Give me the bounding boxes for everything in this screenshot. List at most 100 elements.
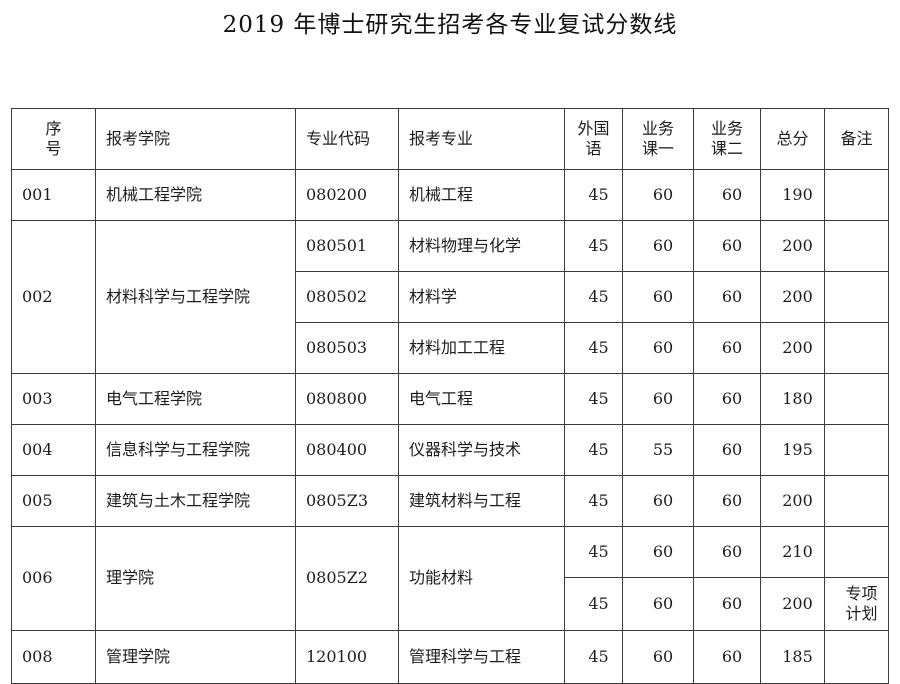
column-header-course-two: 业务 课二 <box>693 108 761 170</box>
cell-code: 080200 <box>295 169 399 221</box>
cell-course-one: 60 <box>622 475 694 527</box>
cell-course-one: 60 <box>622 322 694 374</box>
cell-course-one: 60 <box>622 630 694 684</box>
cell-college: 理学院 <box>95 526 296 631</box>
cell-foreign-language: 45 <box>564 169 623 221</box>
cell-total: 200 <box>760 577 825 631</box>
cell-course-two: 60 <box>693 577 761 631</box>
column-header-remark: 备注 <box>824 108 889 170</box>
cell-code: 080503 <box>295 322 399 374</box>
cell-course-one: 55 <box>622 424 694 476</box>
table-row: 005 建筑与土木工程学院 0805Z3 建筑材料与工程 45 60 60 20… <box>11 475 889 527</box>
cell-major: 材料物理与化学 <box>398 220 565 272</box>
cell-seq: 004 <box>11 424 96 476</box>
cell-major: 电气工程 <box>398 373 565 425</box>
cell-major: 仪器科学与技术 <box>398 424 565 476</box>
column-header-seq-label: 序 号 <box>45 119 62 158</box>
cell-total: 200 <box>760 271 825 323</box>
cell-college: 建筑与土木工程学院 <box>95 475 296 527</box>
column-header-course-one: 业务 课一 <box>622 108 694 170</box>
cell-seq: 003 <box>11 373 96 425</box>
cell-college: 管理学院 <box>95 630 296 684</box>
cell-major: 管理科学与工程 <box>398 630 565 684</box>
cell-total: 185 <box>760 630 825 684</box>
cell-course-one: 60 <box>622 220 694 272</box>
cell-remark <box>824 526 889 578</box>
cell-remark <box>824 630 889 684</box>
cell-remark <box>824 271 889 323</box>
cell-foreign-language: 45 <box>564 322 623 374</box>
cell-remark <box>824 322 889 374</box>
cell-total: 200 <box>760 220 825 272</box>
cell-course-one: 60 <box>622 271 694 323</box>
cell-code: 080501 <box>295 220 399 272</box>
cell-college: 材料科学与工程学院 <box>95 220 296 374</box>
cell-seq: 006 <box>11 526 96 631</box>
column-header-code: 专业代码 <box>295 108 399 170</box>
cell-seq: 001 <box>11 169 96 221</box>
cell-foreign-language: 45 <box>564 373 623 425</box>
cell-code: 080400 <box>295 424 399 476</box>
cell-code: 0805Z3 <box>295 475 399 527</box>
cell-foreign-language: 45 <box>564 424 623 476</box>
column-header-seq: 序 号 <box>11 108 96 170</box>
cell-total: 210 <box>760 526 825 578</box>
column-header-total: 总分 <box>760 108 825 170</box>
cell-course-two: 60 <box>693 526 761 578</box>
cell-foreign-language: 45 <box>564 271 623 323</box>
cell-remark <box>824 220 889 272</box>
cell-course-two: 60 <box>693 220 761 272</box>
column-header-foreign-language: 外国 语 <box>564 108 623 170</box>
cell-course-two: 60 <box>693 271 761 323</box>
cell-course-one: 60 <box>622 526 694 578</box>
column-header-foreign-language-label: 外国 语 <box>577 119 610 158</box>
cell-total: 200 <box>760 322 825 374</box>
cell-foreign-language: 45 <box>564 220 623 272</box>
admission-score-table: 序 号 报考学院 专业代码 报考专业 外国 语 业务 课一 业务 课二 总分 <box>11 108 889 684</box>
cell-course-two: 60 <box>693 630 761 684</box>
cell-remark <box>824 475 889 527</box>
table-row: 45 60 60 200 专项 计划 <box>12 577 889 631</box>
cell-code: 080800 <box>295 373 399 425</box>
cell-course-two: 60 <box>693 373 761 425</box>
table-row: 002 材料科学与工程学院 080501 材料物理与化学 45 60 60 20… <box>11 220 889 374</box>
column-header-college: 报考学院 <box>95 108 296 170</box>
cell-foreign-language: 45 <box>564 526 623 578</box>
cell-code: 0805Z2 <box>295 526 399 631</box>
cell-code: 080502 <box>295 271 399 323</box>
cell-foreign-language: 45 <box>564 475 623 527</box>
cell-total: 180 <box>760 373 825 425</box>
cell-foreign-language: 45 <box>564 630 623 684</box>
cell-seq: 002 <box>11 220 96 374</box>
cell-total: 190 <box>760 169 825 221</box>
table-row: 001 机械工程学院 080200 机械工程 45 60 60 190 <box>11 169 889 221</box>
cell-course-one: 60 <box>622 169 694 221</box>
cell-college: 电气工程学院 <box>95 373 296 425</box>
cell-code: 120100 <box>295 630 399 684</box>
cell-course-two: 60 <box>693 322 761 374</box>
cell-major: 功能材料 <box>398 526 565 631</box>
cell-course-two: 60 <box>693 475 761 527</box>
cell-major: 材料学 <box>398 271 565 323</box>
cell-seq: 008 <box>11 630 96 684</box>
cell-remark: 专项 计划 <box>824 577 889 631</box>
cell-remark <box>824 169 889 221</box>
cell-course-one: 60 <box>622 373 694 425</box>
score-table-container: 序 号 报考学院 专业代码 报考专业 外国 语 业务 课一 业务 课二 总分 <box>11 108 889 684</box>
table-row: 080502 材料学 45 60 60 200 <box>12 271 889 323</box>
page-title: 2019 年博士研究生招考各专业复试分数线 <box>222 12 678 38</box>
cell-major: 建筑材料与工程 <box>398 475 565 527</box>
cell-college: 机械工程学院 <box>95 169 296 221</box>
cell-course-two: 60 <box>693 169 761 221</box>
cell-total: 195 <box>760 424 825 476</box>
cell-remark <box>824 424 889 476</box>
table-row: 003 电气工程学院 080800 电气工程 45 60 60 180 <box>11 373 889 425</box>
cell-major: 材料加工工程 <box>398 322 565 374</box>
cell-remark <box>824 373 889 425</box>
cell-total: 200 <box>760 475 825 527</box>
table-row: 008 管理学院 120100 管理科学与工程 45 60 60 185 <box>11 630 889 684</box>
column-header-course-two-label: 业务 课二 <box>710 119 743 158</box>
table-row: 006 理学院 0805Z2 功能材料 45 60 60 210 <box>11 526 889 631</box>
column-header-major: 报考专业 <box>398 108 565 170</box>
